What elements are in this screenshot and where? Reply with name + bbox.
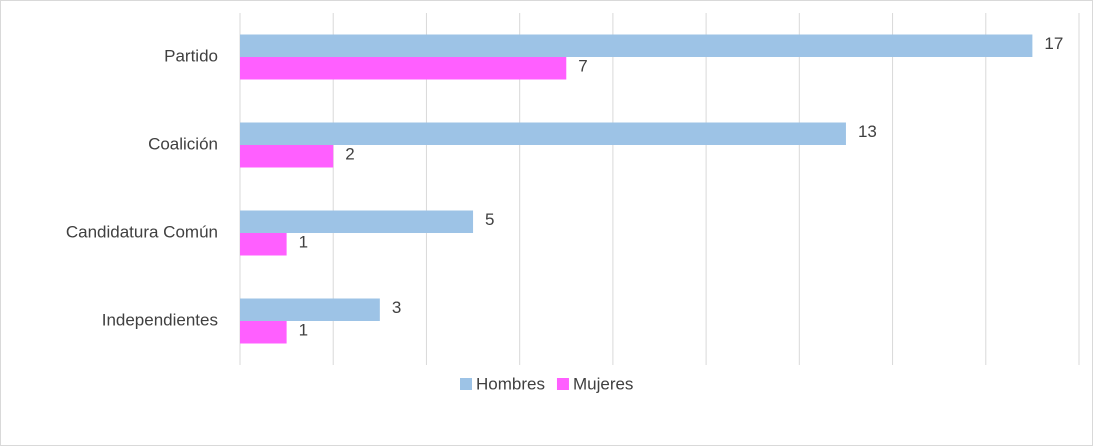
bar: [240, 57, 567, 80]
y-tick-label: Partido: [164, 46, 218, 65]
bar: [240, 34, 1033, 57]
bar: [240, 145, 334, 168]
data-label: 5: [485, 210, 494, 229]
y-tick-label: Candidatura Común: [66, 222, 218, 241]
legend-label: Hombres: [476, 374, 545, 393]
bar: [240, 122, 846, 145]
bar: [240, 210, 474, 233]
legend-label: Mujeres: [573, 374, 633, 393]
bar: [240, 233, 287, 256]
y-tick-label: Coalición: [148, 134, 218, 153]
data-label: 3: [392, 298, 401, 317]
legend-swatch: [556, 378, 569, 390]
data-label: 2: [345, 145, 354, 164]
data-label: 7: [578, 57, 587, 76]
data-label: 13: [858, 122, 877, 141]
legend-swatch: [460, 378, 472, 390]
y-tick-label: Independientes: [102, 310, 218, 329]
bar: [240, 321, 287, 344]
data-label: 1: [299, 321, 308, 340]
data-label: 17: [1044, 34, 1063, 53]
data-label: 1: [299, 233, 308, 252]
bar: [240, 298, 380, 321]
